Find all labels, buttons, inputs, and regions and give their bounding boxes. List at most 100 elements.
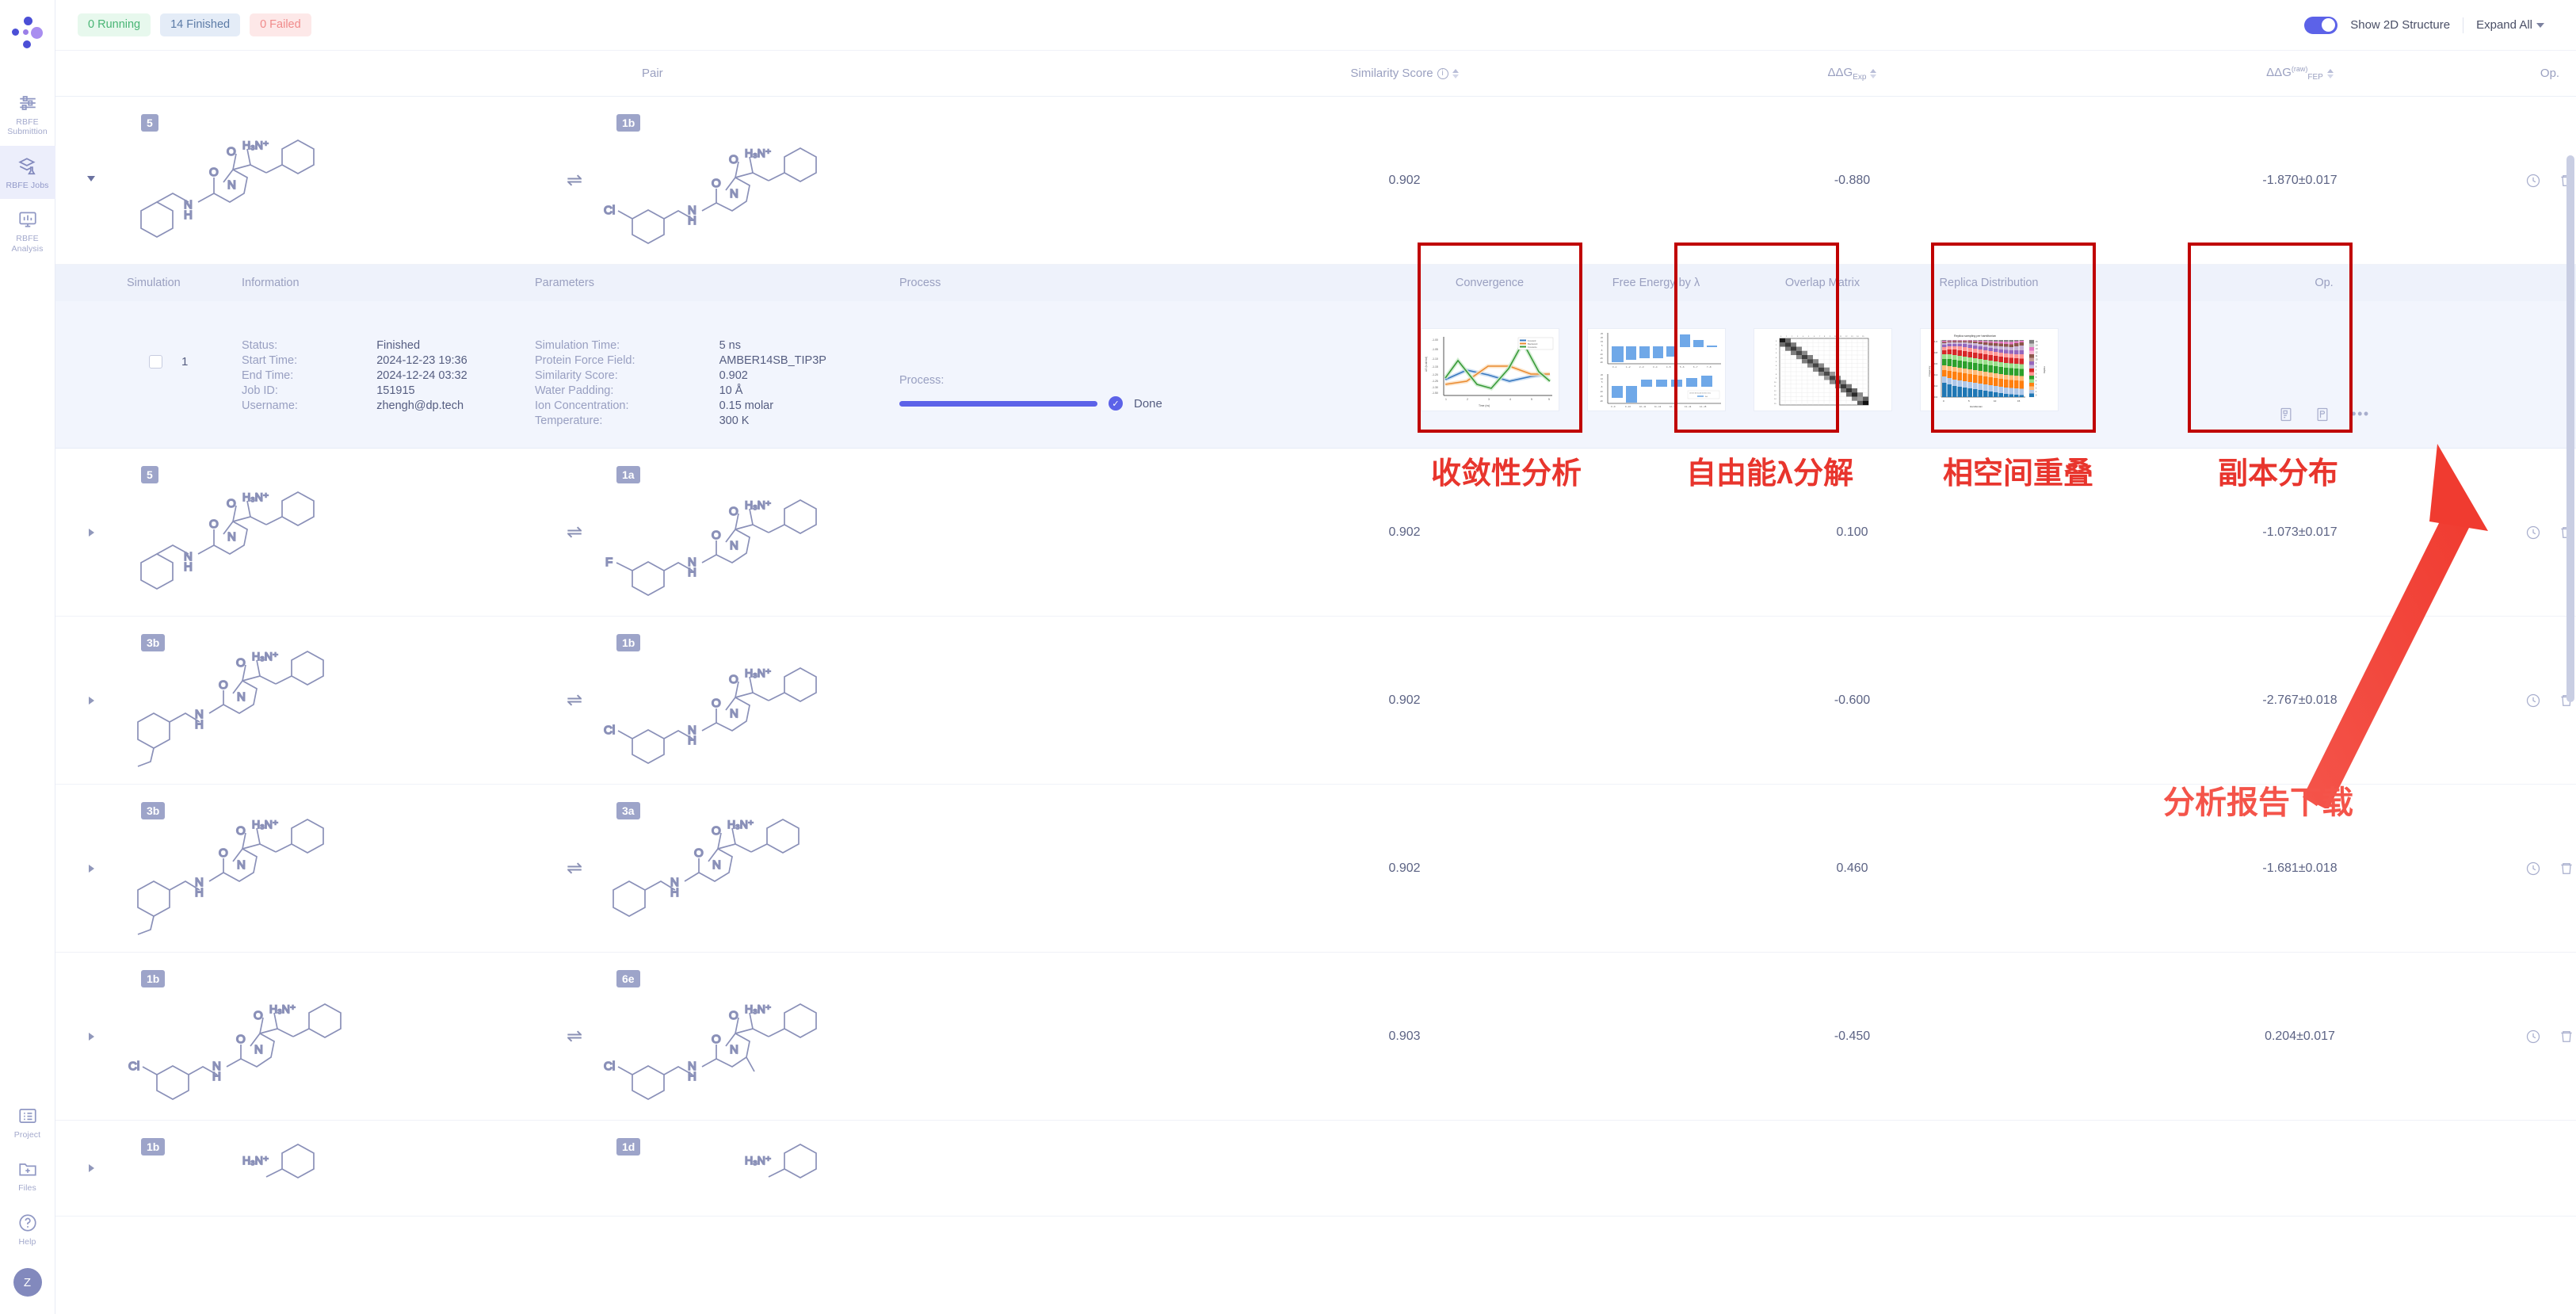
svg-text:5: 5: [1601, 380, 1603, 384]
param-key: Protein Force Field:: [535, 354, 635, 367]
svg-text:N: N: [184, 198, 193, 212]
table-header-row: Pair Similarity Score i ΔΔGExp ΔΔG(raw)F…: [55, 51, 2576, 97]
rerun-icon[interactable]: [2525, 861, 2541, 877]
chart-card-free-energy[interactable]: 25 20 15 5 -5 -10 -15 -20 0→1 1→2 2→3 3→4 4→5 5→6…: [1573, 319, 1739, 411]
row-expander[interactable]: [55, 1121, 127, 1216]
molecule-badge: 1d: [616, 1138, 641, 1156]
info-value: 151915: [376, 384, 415, 397]
svg-text:O: O: [236, 824, 246, 838]
info-icon[interactable]: i: [1437, 67, 1448, 79]
sidebar-item-rbfe-jobs[interactable]: RBFE Jobs: [0, 145, 55, 200]
sort-icon[interactable]: [1452, 68, 1459, 78]
svg-text:H: H: [688, 1070, 696, 1083]
rerun-icon[interactable]: [2525, 173, 2541, 189]
cell-ddg-exp: -0.600: [1834, 693, 1871, 707]
info-key: Start Time:: [242, 354, 298, 367]
svg-text:N: N: [688, 556, 696, 569]
status-chip-finished[interactable]: 14 Finished: [160, 13, 241, 36]
svg-text:9: 9: [1830, 336, 1831, 338]
rerun-icon[interactable]: [2525, 525, 2541, 540]
folder-plus-icon: [17, 1159, 38, 1179]
svg-text:14: 14: [1857, 336, 1859, 338]
free-energy-chart-thumb[interactable]: 25 20 15 5 -5 -10 -15 -20 0→1 1→2 2→3 3→4 4→5 5→6…: [1586, 328, 1726, 411]
more-actions-icon[interactable]: •••: [2351, 406, 2370, 422]
header-similarity-score[interactable]: Similarity Score i: [1181, 67, 1628, 80]
info-key: Username:: [242, 399, 298, 412]
svg-text:-5: -5: [1601, 385, 1603, 388]
svg-text:N: N: [688, 204, 696, 217]
info-value: Finished: [376, 339, 421, 352]
row-expander[interactable]: [55, 953, 127, 1120]
svg-text:13: 13: [1774, 395, 1776, 396]
row-expander[interactable]: [55, 617, 127, 784]
param-key: Simulation Time:: [535, 339, 620, 352]
download-report-icon[interactable]: [2315, 407, 2330, 422]
svg-text:3: 3: [1488, 398, 1490, 401]
sidebar-item-project[interactable]: Project: [0, 1095, 55, 1148]
svg-text:std dev (forward) std dev (re: std dev (forward) std dev (rev.): [1689, 392, 1711, 394]
cell-ddg-fep: -2.767±0.018: [2262, 693, 2337, 707]
svg-text:13: 13: [1851, 336, 1853, 338]
status-chip-failed[interactable]: 0 Failed: [250, 13, 311, 36]
sidebar-item-help[interactable]: Help: [0, 1202, 55, 1255]
svg-text:0.8: 0.8: [1934, 351, 1938, 354]
rerun-icon[interactable]: [2525, 693, 2541, 709]
replica-distribution-chart-thumb[interactable]: Replica sampling per hamiltonian: [1919, 328, 2059, 411]
svg-text:15: 15: [1862, 336, 1864, 338]
show-2d-structure-toggle[interactable]: [2304, 16, 2338, 34]
svg-text:20: 20: [1601, 373, 1603, 376]
delete-icon[interactable]: [2559, 1029, 2574, 1045]
delete-icon[interactable]: [2559, 861, 2574, 877]
svg-text:7→8: 7→8: [1707, 365, 1712, 369]
sort-icon[interactable]: [2326, 68, 2334, 78]
cell-ddg-fep: -1.681±0.018: [2262, 861, 2337, 875]
sidebar-item-label: Files: [18, 1183, 36, 1194]
row-expander[interactable]: [55, 785, 127, 952]
report-document-icon[interactable]: [2278, 407, 2294, 422]
svg-text:3: 3: [2036, 384, 2037, 386]
sidebar-item-files[interactable]: Files: [0, 1148, 55, 1201]
svg-text:12: 12: [2036, 352, 2038, 353]
svg-text:7: 7: [1776, 369, 1777, 371]
sort-icon[interactable]: [1870, 68, 1877, 78]
convergence-chart-thumb[interactable]: -1.00 -1.05 -1.10 -1.15 -1.20 -1.25 -1.30 -1.…: [1420, 328, 1559, 411]
svg-text:6: 6: [1814, 336, 1815, 338]
vertical-scrollbar[interactable]: [2566, 155, 2574, 702]
expand-all-button[interactable]: Expand All: [2476, 18, 2544, 32]
sidebar-item-rbfe-analysis[interactable]: RBFE Analysis: [0, 199, 55, 262]
row-expander-open[interactable]: [55, 97, 127, 264]
sidebar-item-rbfe-submittion[interactable]: RBFE Submittion: [0, 82, 55, 146]
rerun-icon[interactable]: [2525, 1029, 2541, 1045]
svg-text:O: O: [712, 1033, 721, 1046]
cell-similarity: 0.902: [1388, 525, 1421, 539]
chart-card-replica-distribution[interactable]: Replica sampling per hamiltonian: [1906, 319, 2072, 411]
row-expander[interactable]: [55, 449, 127, 616]
header-ddg-exp[interactable]: ΔΔGExp: [1628, 66, 2076, 82]
avatar[interactable]: Z: [13, 1268, 42, 1297]
header-ddg-fep[interactable]: ΔΔG(raw)FEP: [2076, 65, 2524, 82]
main-content: 0 Running 14 Finished 0 Failed Show 2D S…: [55, 0, 2576, 1314]
table-row[interactable]: 1b H₃N⁺ 1: [55, 1121, 2576, 1217]
svg-text:Forward: Forward: [1528, 338, 1536, 342]
detail-op-cell: •••: [2072, 319, 2576, 422]
row-checkbox[interactable]: [149, 355, 162, 369]
svg-text:20: 20: [1601, 336, 1603, 339]
cell-ddg-fep: -1.073±0.017: [2262, 525, 2337, 539]
svg-text:Frequency: Frequency: [1928, 365, 1931, 376]
svg-text:10: 10: [1774, 382, 1776, 384]
process-status: Done: [1134, 396, 1162, 411]
status-chip-running[interactable]: 0 Running: [78, 13, 151, 36]
svg-text:F: F: [605, 556, 613, 569]
chart-card-convergence[interactable]: -1.00 -1.05 -1.10 -1.15 -1.20 -1.25 -1.30 -1.…: [1406, 319, 1573, 411]
